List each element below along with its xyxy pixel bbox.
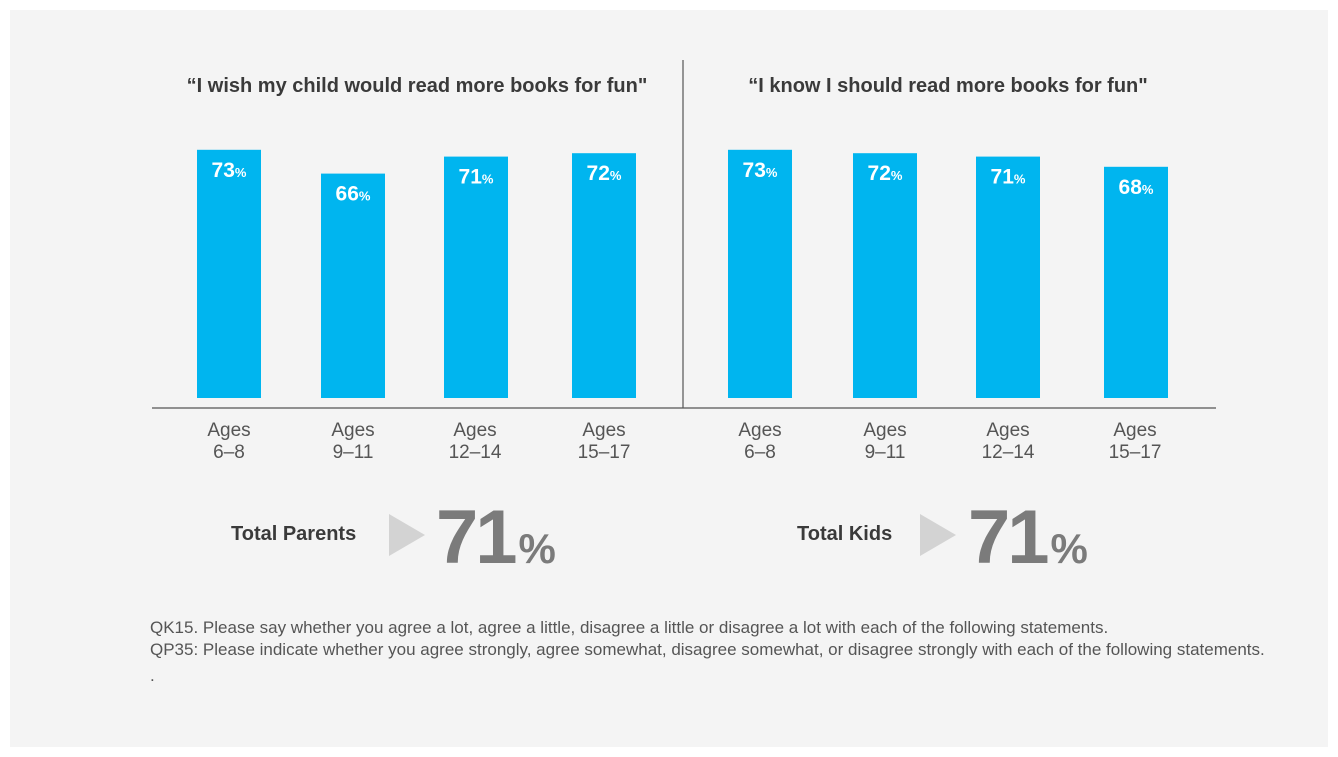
bar [853, 153, 917, 398]
x-tick-label: Ages 12–14 [448, 420, 502, 463]
footnote: QK15. Please say whether you agree a lot… [150, 617, 1270, 687]
bar [444, 156, 508, 398]
bar-value-label: 71% [459, 166, 494, 189]
x-tick-label: Ages 9–11 [331, 420, 375, 463]
bar [197, 149, 261, 398]
footnote-line: . [150, 666, 155, 685]
play-arrow-icon [389, 514, 425, 556]
bar-value-label: 72% [587, 162, 622, 185]
bar [1104, 166, 1168, 398]
bar-value-label: 73% [743, 159, 778, 182]
total-kids-label: Total Kids [797, 523, 893, 545]
play-arrow-icon [920, 514, 956, 556]
x-tick-label: Ages 12–14 [981, 420, 1035, 463]
bar [572, 153, 636, 398]
total-parents-value: 71% [436, 495, 556, 580]
bar-value-label: 72% [868, 162, 903, 185]
bar [976, 156, 1040, 398]
footnote-line: QP35: Please indicate whether you agree … [150, 640, 1265, 659]
x-tick-label: Ages 9–11 [863, 420, 907, 463]
chart-title-kids: “I know I should read more books for fun… [748, 75, 1148, 97]
bar [321, 173, 385, 398]
total-kids-value: 71% [968, 495, 1088, 580]
bar-value-label: 66% [336, 183, 371, 206]
footnote-line: QK15. Please say whether you agree a lot… [150, 618, 1109, 637]
x-tick-label: Ages 15–17 [577, 420, 631, 463]
x-tick-label: Ages 6–8 [207, 420, 251, 463]
bar-value-label: 73% [212, 159, 247, 182]
bar [728, 149, 792, 398]
x-tick-label: Ages 15–17 [1108, 420, 1162, 463]
x-tick-label: Ages 6–8 [738, 420, 782, 463]
bar-value-label: 68% [1119, 176, 1154, 199]
total-parents-label: Total Parents [231, 523, 357, 545]
chart-title-parents: “I wish my child would read more books f… [186, 75, 648, 97]
bar-value-label: 71% [991, 166, 1026, 189]
